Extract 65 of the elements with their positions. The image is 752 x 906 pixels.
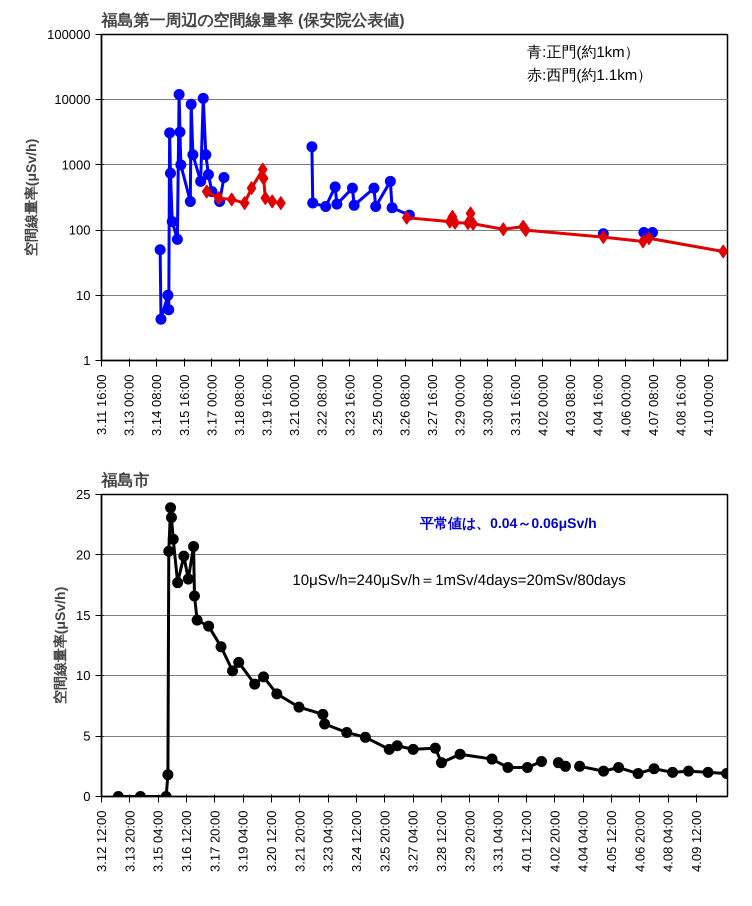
x-tick-label: 4.04 16:00 — [590, 374, 606, 436]
annotation: 10μSv/h=240μSv/h＝1mSv/4days=20mSv/80days — [292, 572, 626, 590]
x-tick-label: 3.31 04:00 — [490, 810, 506, 872]
x-tick-label: 3.30 08:00 — [480, 374, 496, 436]
x-tick-label: 4.06 00:00 — [618, 374, 634, 436]
x-tick-label: 3.21 20:00 — [292, 810, 308, 872]
x-tick-label: 4.03 08:00 — [563, 374, 578, 436]
y-tick-label: 100000 — [47, 27, 91, 42]
x-tick-label: 3.19 16:00 — [260, 374, 275, 436]
x-tick-label: 3.14 08:00 — [149, 374, 164, 436]
x-tick-label: 3.27 16:00 — [425, 374, 440, 436]
x-tick-label: 3.23 16:00 — [342, 374, 358, 436]
x-tick-label: 3.26 08:00 — [398, 374, 413, 436]
y-tick-label: 15 — [76, 608, 91, 623]
x-tick-label: 3.25 20:00 — [377, 810, 392, 872]
x-tick-label: 4.02 00:00 — [535, 374, 550, 436]
x-tick-label: 3.13 20:00 — [122, 810, 138, 872]
annotation: 平常値は、0.04～0.06μSv/h — [419, 515, 597, 532]
y-tick-label: 0 — [83, 789, 91, 804]
x-tick-label: 4.09 12:00 — [689, 810, 704, 872]
y-tick-label: 10000 — [54, 92, 91, 108]
annotation: 赤:西門(約1.1km） — [527, 66, 652, 84]
y-tick-label: 1 — [83, 353, 91, 368]
x-tick-label: 3.31 16:00 — [508, 374, 523, 436]
x-tick-label: 3.29 00:00 — [452, 374, 468, 436]
y-axis-title: 空間線量率(μSv/h) — [23, 138, 40, 256]
x-tick-label: 3.22 08:00 — [314, 374, 330, 436]
x-tick-label: 3.15 04:00 — [150, 810, 166, 872]
x-tick-label: 3.27 04:00 — [406, 810, 421, 872]
x-tick-label: 3.23 04:00 — [320, 810, 336, 872]
x-tick-label: 3.17 00:00 — [204, 374, 220, 436]
x-tick-label: 3.17 20:00 — [207, 810, 222, 872]
x-tick-label: 3.24 12:00 — [349, 810, 364, 872]
y-tick-label: 10 — [76, 668, 91, 684]
x-tick-label: 3.28 12:00 — [434, 810, 450, 872]
x-tick-label: 3.20 12:00 — [264, 810, 280, 872]
x-tick-label: 4.07 08:00 — [646, 374, 661, 436]
y-tick-label: 25 — [76, 487, 91, 502]
x-tick-label: 3.25 00:00 — [370, 374, 385, 436]
x-tick-label: 3.13 00:00 — [122, 374, 137, 436]
x-tick-label: 3.19 04:00 — [236, 810, 251, 872]
x-tick-label: 4.02 20:00 — [547, 810, 562, 872]
x-tick-label: 4.10 00:00 — [701, 374, 716, 436]
x-tick-label: 3.29 20:00 — [462, 810, 478, 872]
x-tick-label: 4.08 04:00 — [660, 810, 676, 872]
x-tick-label: 4.01 12:00 — [519, 810, 534, 872]
x-tick-label: 3.11 16:00 — [94, 374, 109, 435]
x-tick-label: 4.04 04:00 — [576, 810, 591, 872]
y-tick-label: 10 — [76, 288, 91, 303]
annotation: 青:正門(約1km） — [527, 44, 640, 61]
y-tick-label: 1000 — [62, 157, 90, 172]
y-tick-label: 5 — [83, 728, 91, 744]
x-tick-label: 4.06 20:00 — [632, 810, 648, 872]
x-tick-label: 3.21 00:00 — [287, 374, 302, 436]
x-tick-label: 4.05 12:00 — [604, 810, 620, 872]
y-tick-label: 100 — [68, 222, 91, 238]
chart-title: 福島第一周辺の空間線量率 (保安院公表値) — [100, 10, 405, 30]
x-tick-label: 3.15 16:00 — [176, 374, 192, 436]
x-tick-label: 3.18 08:00 — [232, 374, 247, 436]
x-tick-label: 3.12 12:00 — [94, 810, 109, 872]
y-axis-title: 空間線量率(μSv/h) — [52, 586, 68, 704]
x-tick-label: 4.08 16:00 — [673, 374, 688, 436]
x-tick-label: 3.16 12:00 — [179, 810, 194, 872]
y-tick-label: 20 — [76, 547, 91, 562]
chart-title: 福島市 — [100, 472, 150, 490]
